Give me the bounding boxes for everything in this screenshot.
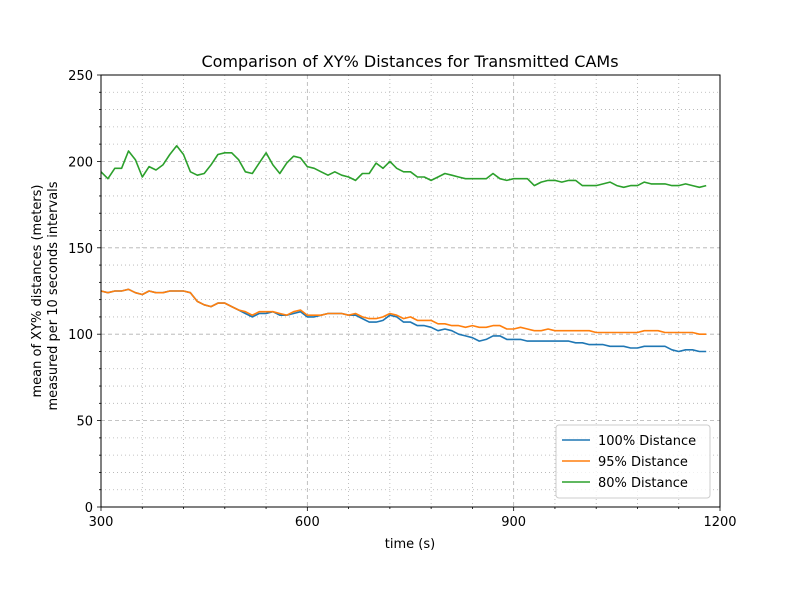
- series-layer: [100, 145, 707, 353]
- x-tick-label: 900: [501, 515, 526, 530]
- axis-ticks: 300 600 900 1200 0 50 100 150 200 250: [68, 69, 736, 530]
- x-tick-label: 1200: [703, 515, 736, 530]
- y-tick-label: 100: [68, 328, 93, 343]
- y-tick-label: 200: [68, 155, 93, 170]
- y-axis-label-line-2: measured per 10 seconds intervals: [46, 181, 61, 410]
- plot-frame: [100, 74, 721, 508]
- chart-title: Comparison of XY% Distances for Transmit…: [201, 52, 618, 71]
- x-axis-label: time (s): [385, 537, 435, 552]
- legend-label-100-distance: 100% Distance: [598, 434, 696, 449]
- legend: 100% Distance 95% Distance 80% Distance: [555, 424, 711, 499]
- y-tick-label: 150: [68, 242, 93, 257]
- series-line-95-distance: [100, 288, 707, 336]
- legend-label-80-distance: 80% Distance: [598, 476, 688, 491]
- legend-label-95-distance: 95% Distance: [598, 455, 688, 470]
- series-line-80-distance: [100, 145, 707, 189]
- y-axis-label-line-1: mean of XY% distances (meters): [30, 184, 45, 397]
- x-tick-label: 600: [295, 515, 320, 530]
- legend-box: [555, 424, 711, 499]
- y-tick-label: 0: [85, 501, 93, 516]
- y-tick-label: 250: [68, 69, 93, 84]
- y-tick-label: 50: [76, 415, 93, 430]
- x-tick-label: 300: [89, 515, 114, 530]
